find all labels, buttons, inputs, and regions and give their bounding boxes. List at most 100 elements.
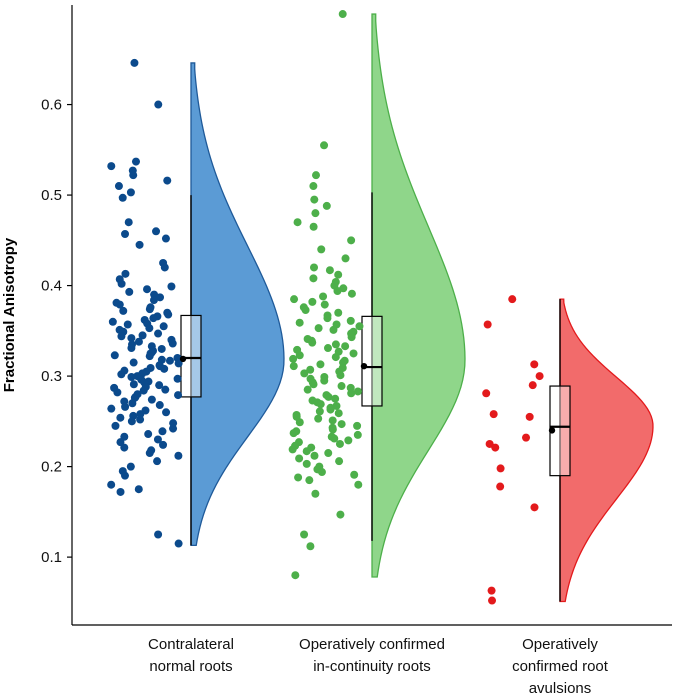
data-point	[310, 451, 319, 460]
data-point	[174, 451, 183, 460]
data-point	[173, 374, 182, 383]
data-point	[337, 382, 346, 391]
data-point	[153, 457, 162, 466]
data-point	[121, 229, 130, 238]
data-point	[116, 487, 125, 496]
data-point	[119, 306, 128, 315]
data-point	[145, 449, 154, 458]
data-point	[528, 381, 537, 390]
data-point	[126, 462, 135, 471]
data-point	[483, 320, 492, 329]
y-tick-label: 0.2	[41, 459, 62, 476]
data-point	[330, 434, 339, 443]
data-point	[118, 193, 127, 202]
data-point	[155, 401, 164, 410]
data-point	[108, 317, 117, 326]
data-point	[353, 430, 362, 439]
data-point	[353, 387, 362, 396]
data-point	[309, 182, 318, 191]
data-point	[487, 586, 496, 595]
data-point	[131, 157, 140, 166]
data-point	[322, 201, 331, 210]
data-point	[127, 344, 136, 353]
y-tick-label: 0.6	[41, 97, 62, 114]
data-point	[341, 342, 350, 351]
data-point	[530, 503, 539, 512]
data-point	[317, 468, 326, 477]
data-point	[145, 324, 154, 333]
data-point	[130, 58, 139, 67]
data-point	[309, 274, 318, 283]
data-point	[491, 443, 500, 452]
data-point	[350, 470, 359, 479]
data-point	[347, 236, 356, 245]
data-point	[134, 337, 143, 346]
data-point	[295, 454, 304, 463]
data-point	[158, 427, 167, 436]
data-point	[295, 351, 304, 360]
data-point	[338, 10, 347, 19]
mean-point	[548, 427, 556, 434]
data-point	[535, 372, 544, 381]
category-label-line: Contralateral	[148, 636, 234, 653]
data-point	[149, 314, 158, 323]
data-point	[145, 352, 154, 361]
data-point	[300, 530, 309, 539]
data-point	[162, 408, 171, 417]
data-point	[134, 485, 143, 494]
data-point	[127, 417, 136, 426]
category-label-line: confirmed root	[512, 658, 609, 675]
data-point	[346, 316, 355, 325]
data-point	[117, 370, 126, 379]
data-point	[125, 287, 134, 296]
data-point	[165, 356, 174, 365]
data-point	[305, 476, 314, 485]
data-point	[311, 209, 320, 218]
mean-point	[360, 362, 368, 370]
box	[361, 315, 383, 407]
category-labels: Contralateral normal roots Operatively con…	[148, 636, 609, 695]
data-point	[127, 334, 136, 343]
group-3	[482, 295, 654, 605]
data-point	[349, 349, 358, 358]
data-point	[333, 287, 342, 296]
data-point	[302, 447, 311, 456]
data-point	[160, 263, 169, 272]
category-label-line: normal roots	[149, 658, 232, 675]
data-point	[309, 222, 318, 231]
data-point	[496, 482, 505, 491]
data-point	[310, 263, 319, 272]
data-point	[153, 435, 162, 444]
y-tick-label: 0.3	[41, 368, 62, 385]
data-point	[316, 400, 325, 409]
data-point	[329, 325, 338, 334]
category-label-line: avulsions	[529, 680, 592, 695]
data-point	[482, 389, 491, 398]
data-point	[294, 473, 303, 482]
data-point	[319, 292, 328, 301]
data-point	[159, 322, 168, 331]
violin-half	[559, 298, 654, 603]
data-point	[314, 324, 323, 333]
data-point	[341, 254, 350, 263]
data-point	[323, 344, 332, 353]
data-point	[324, 392, 333, 401]
data-point	[139, 386, 148, 395]
data-point	[312, 171, 320, 180]
data-point	[315, 407, 324, 416]
data-point	[168, 339, 177, 348]
data-point	[129, 380, 138, 389]
data-point	[289, 354, 298, 363]
data-point	[328, 425, 337, 434]
data-point	[320, 300, 329, 309]
data-point	[167, 282, 176, 291]
data-point	[117, 332, 126, 341]
data-point	[152, 227, 161, 236]
data-point	[121, 402, 130, 411]
data-point	[290, 295, 299, 304]
data-point	[144, 430, 153, 439]
data-point	[336, 510, 345, 519]
data-point	[303, 385, 312, 394]
data-point	[323, 314, 332, 323]
